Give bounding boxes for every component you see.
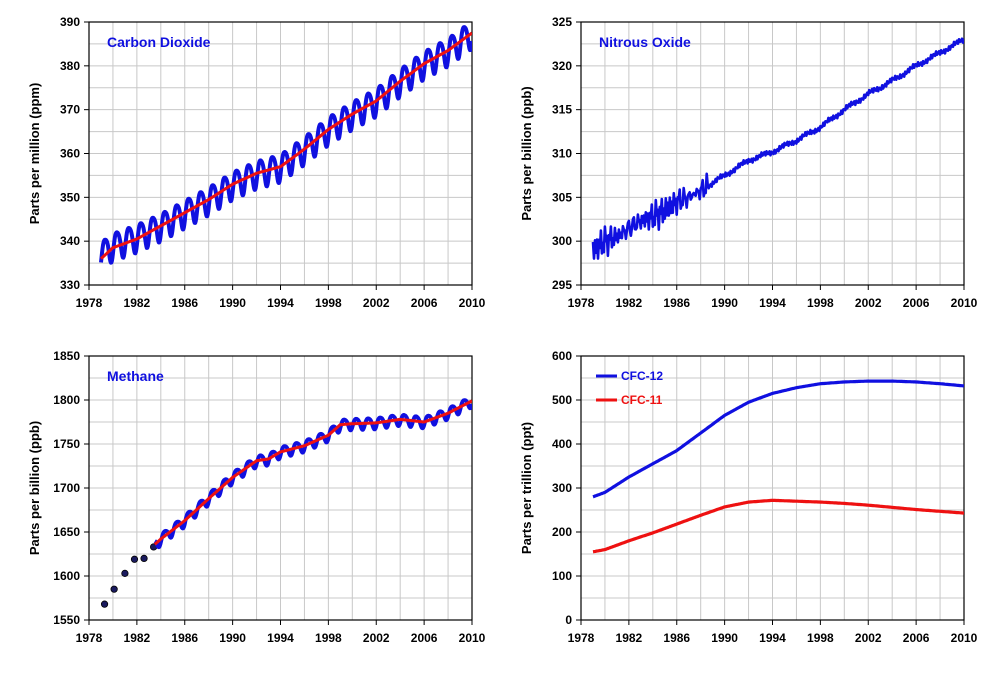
panel-title: Methane [107,368,164,384]
y-tick-label: 360 [60,147,80,161]
series-line [99,25,472,265]
y-tick-label: 340 [60,234,80,248]
y-axis-label: Parts per billion (ppb) [27,421,42,555]
y-tick-label: 0 [565,613,572,627]
y-tick-label: 1850 [53,349,80,363]
x-tick-label: 1994 [267,631,294,645]
y-tick-label: 1750 [53,437,80,451]
x-tick-label: 1982 [616,296,643,310]
y-tick-label: 400 [552,437,572,451]
x-tick-label: 1982 [616,631,643,645]
y-tick-label: 380 [60,59,80,73]
x-tick-label: 1978 [76,631,103,645]
trend-line [153,399,472,546]
x-tick-label: 2010 [459,296,486,310]
y-axis-label: Parts per billion (ppb) [519,86,534,220]
y-tick-label: 295 [552,278,572,292]
x-tick-label: 2002 [855,296,882,310]
chart-panel-4: 1978 1982 1986 1990 1994 1998 2002 2006 2010 0 100… [519,349,978,645]
x-tick-label: 1978 [568,631,595,645]
x-tick-label: 1982 [124,296,151,310]
y-tick-label: 310 [552,147,572,161]
x-tick-label: 1986 [663,296,690,310]
x-tick-label: 1990 [711,631,738,645]
y-tick-label: 200 [552,525,572,539]
x-tick-label: 1994 [759,296,786,310]
x-tick-label: 2002 [363,296,390,310]
x-tick-label: 1978 [76,296,103,310]
x-tick-label: 1986 [171,631,198,645]
x-tick-label: 1986 [171,296,198,310]
x-tick-label: 2006 [903,631,930,645]
y-tick-label: 1550 [53,613,80,627]
y-tick-label: 370 [60,103,80,117]
chart-panel-3: 1978 1982 1986 1990 1994 1998 2002 2006 2010 1550… [27,349,486,645]
x-tick-label: 2002 [363,631,390,645]
x-tick-label: 2006 [411,631,438,645]
x-tick-label: 1994 [759,631,786,645]
panel-title: Carbon Dioxide [107,34,211,50]
x-tick-label: 2010 [459,631,486,645]
legend-label: CFC-12 [621,369,663,383]
x-tick-label: 1990 [219,296,246,310]
x-tick-label: 1990 [711,296,738,310]
y-tick-label: 600 [552,349,572,363]
x-tick-label: 2006 [411,296,438,310]
plot-area [100,398,472,608]
chart-panel-1: 1978 1982 1986 1990 1994 1998 2002 2006 2010 330 3… [27,15,486,310]
y-tick-label: 100 [552,569,572,583]
y-axis-label: Parts per million (ppm) [27,83,42,225]
series-line [591,37,964,260]
panel-title: Nitrous Oxide [599,34,691,50]
x-tick-label: 1994 [267,296,294,310]
trend-line [99,31,472,260]
x-tick-label: 2010 [951,631,978,645]
y-tick-label: 500 [552,393,572,407]
y-tick-label: 320 [552,59,572,73]
x-tick-label: 1986 [663,631,690,645]
data-point [121,569,129,577]
x-tick-label: 2006 [903,296,930,310]
y-tick-label: 1600 [53,569,80,583]
plot-area [592,379,964,554]
y-tick-label: 300 [552,481,572,495]
series-line [592,379,964,499]
y-tick-label: 1800 [53,393,80,407]
y-tick-label: 390 [60,15,80,29]
x-tick-label: 1998 [807,296,834,310]
y-tick-label: 325 [552,15,572,29]
y-tick-label: 1650 [53,525,80,539]
data-point [100,600,109,608]
x-tick-label: 2010 [951,296,978,310]
series-line [592,498,964,554]
plot-area [591,37,964,260]
x-tick-label: 1990 [219,631,246,645]
plot-area [99,25,472,265]
y-tick-label: 1700 [53,481,80,495]
y-axis-label: Parts per trillion (ppt) [519,422,534,554]
y-tick-label: 305 [552,190,572,204]
legend-label: CFC-11 [621,393,663,407]
data-point [110,585,118,593]
chart-panel-2: 1978 1982 1986 1990 1994 1998 2002 2006 2010 295 3… [519,15,978,310]
x-tick-label: 1998 [315,631,342,645]
y-tick-label: 300 [552,234,572,248]
data-point [130,555,139,563]
x-tick-label: 2002 [855,631,882,645]
x-tick-label: 1978 [568,296,595,310]
data-point [140,554,148,563]
y-tick-label: 315 [552,103,572,117]
x-tick-label: 1982 [124,631,151,645]
x-tick-label: 1998 [315,296,342,310]
y-tick-label: 350 [60,190,80,204]
y-tick-label: 330 [60,278,80,292]
x-tick-label: 1998 [807,631,834,645]
